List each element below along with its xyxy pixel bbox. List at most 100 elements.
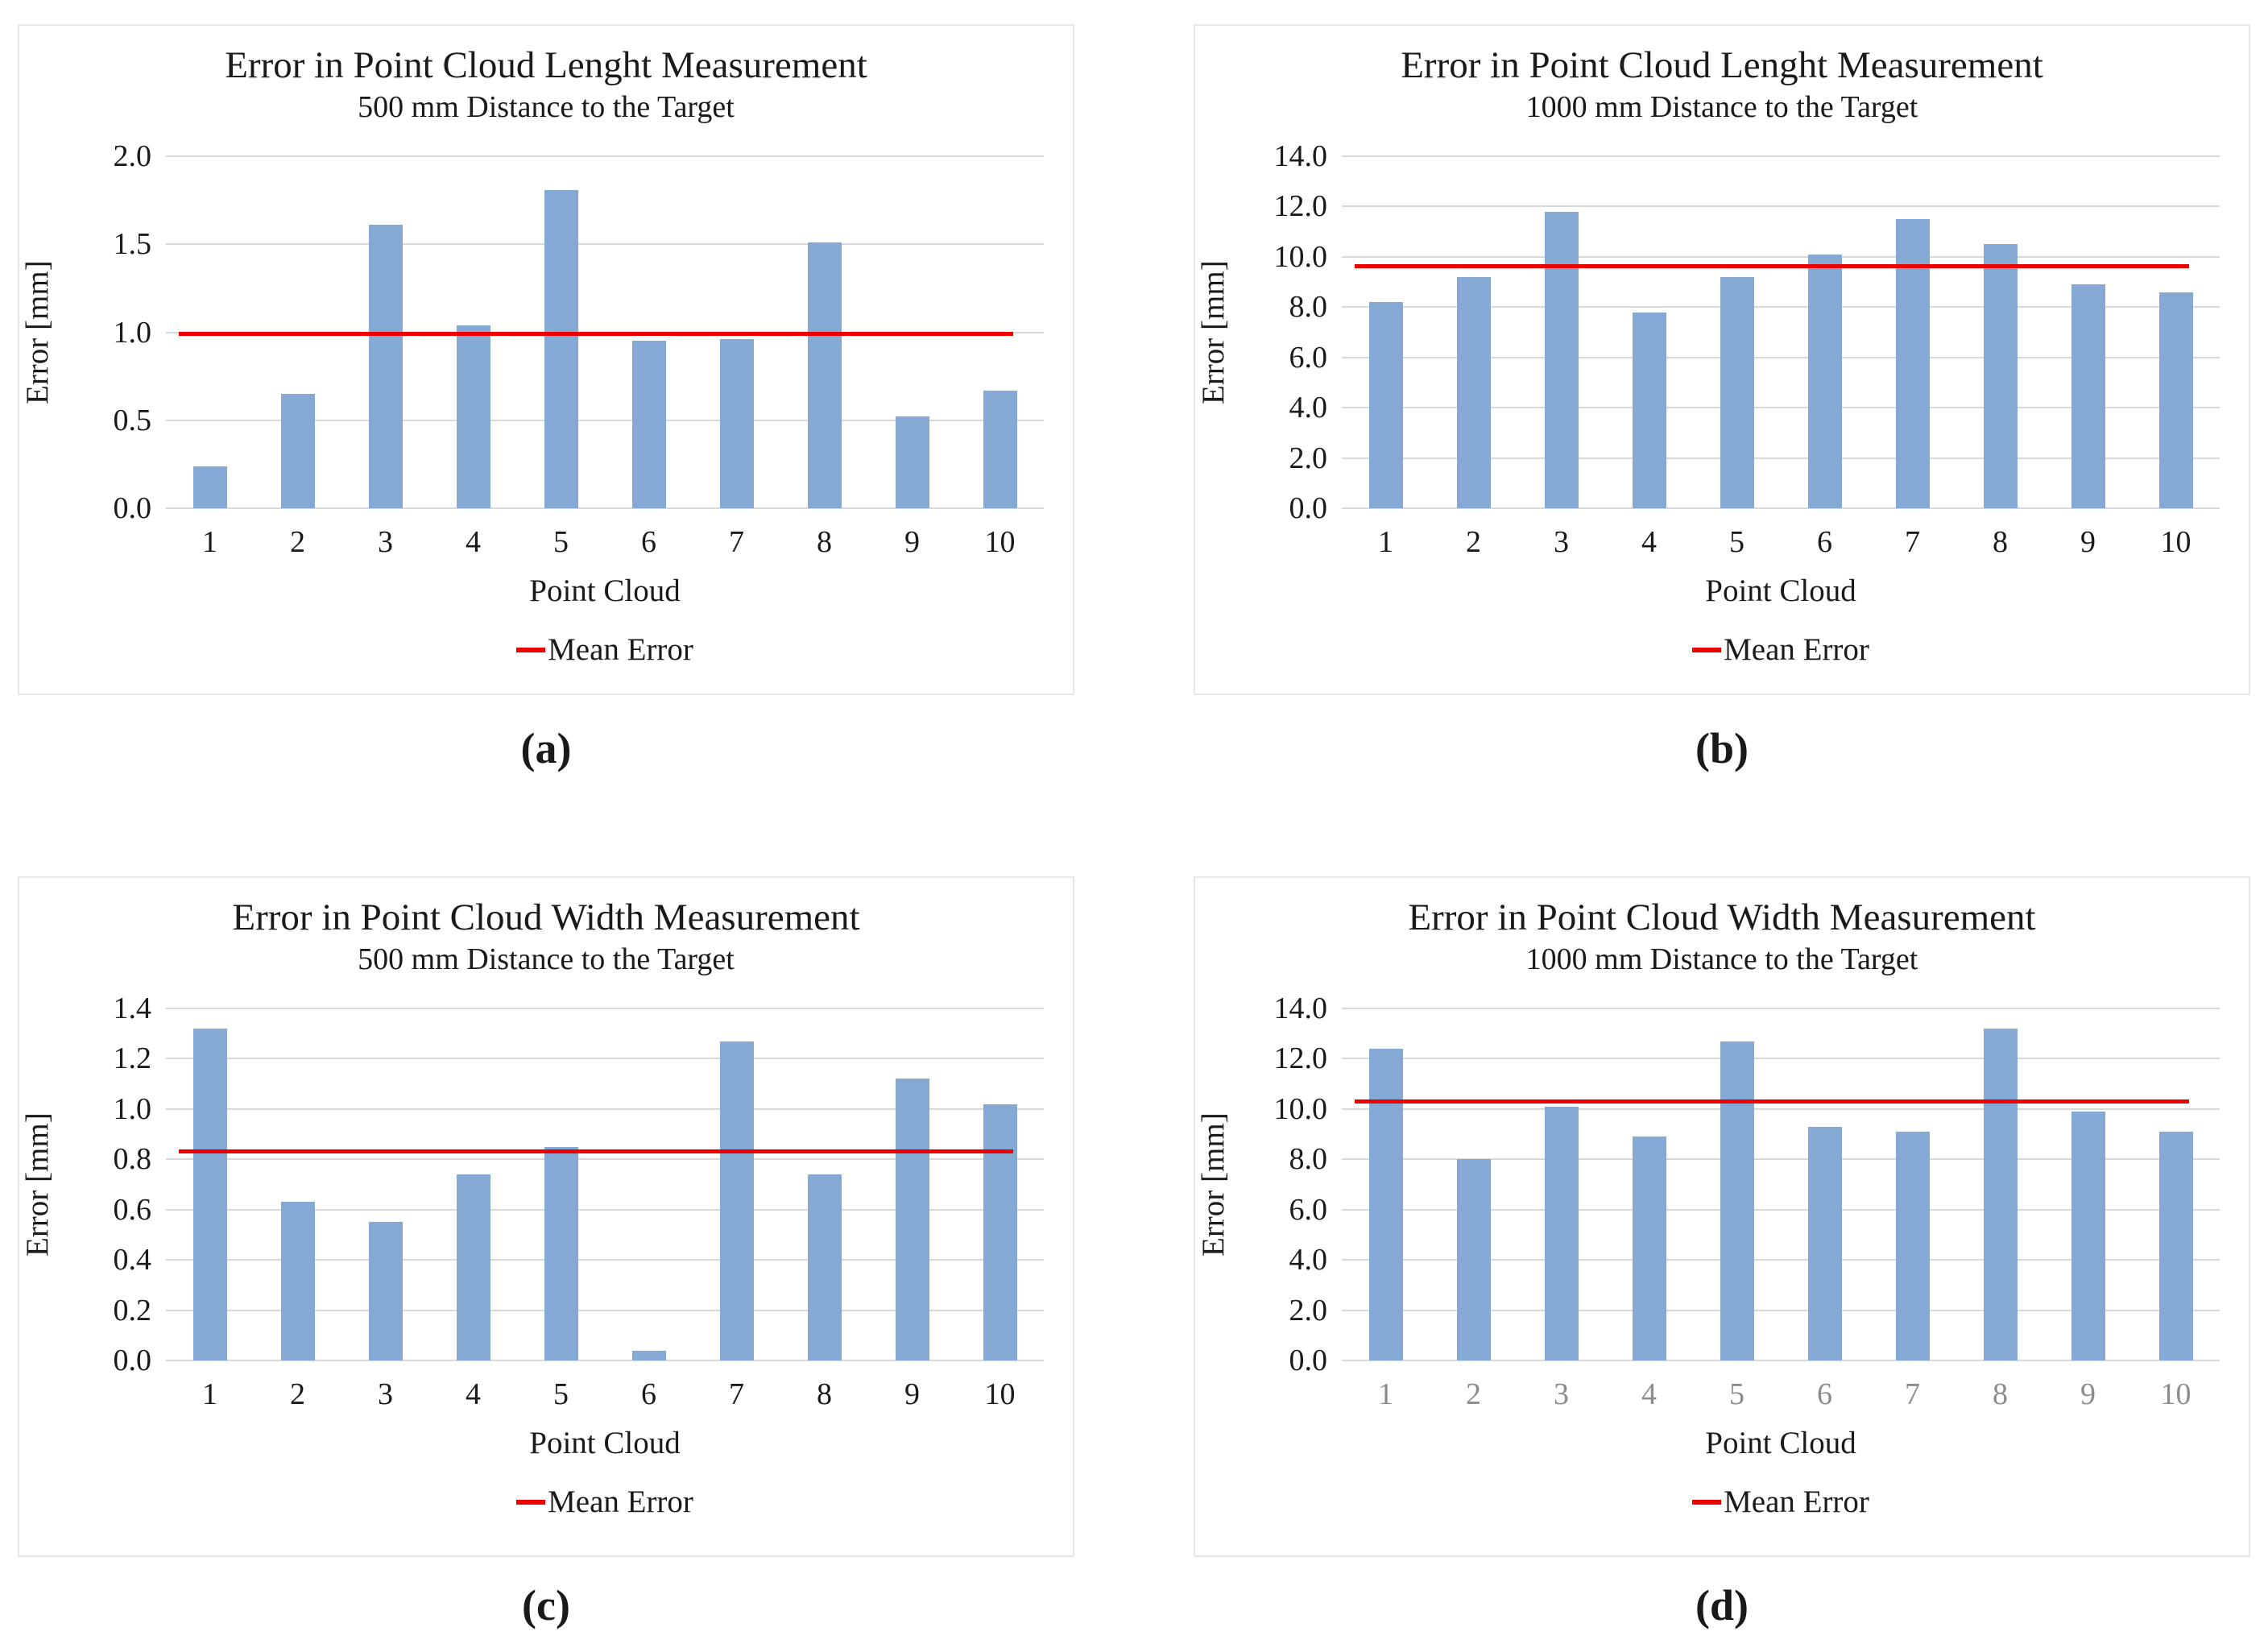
x-tick-label: 3 [378,1377,393,1411]
plot-area [166,1008,1044,1361]
x-tick-label: 6 [641,525,656,559]
x-axis-tick-labels: 1 2 3 4 5 6 7 8 9 10 [166,524,1044,560]
gridline [1342,1108,2220,1110]
bar-point-cloud-8 [1983,244,2018,508]
chart-body: Error [mm] 14.0 12.0 10.0 8.0 6.0 4.0 2.0 0.0 1 2 3… [1195,139,2249,668]
y-tick-label: 14.0 [1273,992,1328,1025]
mean-error-line-swatch [516,1499,546,1505]
legend: Mean Error [166,631,1044,668]
gridline [1342,1058,2220,1060]
x-tick-label: 7 [729,525,744,559]
gridline [1342,255,2220,258]
y-tick-label: 12.0 [1273,189,1328,224]
mean-error-line [1355,264,2189,269]
chart-body: Error [mm] 14.0 12.0 10.0 8.0 6.0 4.0 2.0 0.0 1 2 3… [1195,992,2249,1520]
y-tick-label: 12.0 [1273,1041,1328,1076]
y-axis-title: Error [mm] [20,1112,55,1257]
gridline [1342,457,2220,459]
y-tick-label: 0.8 [113,1142,152,1177]
chart-title: Error in Point Cloud Width Measurement [232,896,860,938]
gridline [1342,1208,2220,1211]
plot-right-padding [1044,156,1073,508]
bar-point-cloud-1 [1368,302,1403,508]
bar-point-cloud-9 [895,1079,929,1360]
x-tick-label: 4 [1641,1377,1657,1411]
gridline [1342,205,2220,208]
bar-point-cloud-10 [983,390,1017,508]
y-tick-label: 0.0 [1289,491,1328,525]
mean-error-line [179,1149,1013,1153]
legend-label: Mean Error [548,1484,693,1519]
y-tick-label: 4.0 [1289,391,1328,425]
x-tick-label: 9 [2080,1377,2096,1411]
gridline [166,419,1044,421]
x-tick-label: 8 [1993,525,2008,559]
y-tick-label: 1.2 [113,1041,152,1076]
x-tick-label: 1 [202,1377,217,1411]
x-tick-label: 4 [1641,525,1657,559]
gridline [1342,1158,2220,1161]
x-tick-label: 5 [553,525,569,559]
bar-point-cloud-7 [719,1041,754,1360]
y-tick-label: 4.0 [1289,1243,1328,1277]
bar-point-cloud-9 [895,416,929,508]
bar-point-cloud-5 [1720,276,1754,508]
bar-point-cloud-6 [1807,254,1842,508]
gridline [166,1309,1044,1311]
y-tick-label: 10.0 [1273,239,1328,274]
x-tick-label: 3 [1554,1377,1569,1411]
bar-point-cloud-3 [1544,211,1579,508]
legend-label: Mean Error [1724,1484,1869,1519]
x-tick-label: 7 [729,1377,744,1411]
bar-point-cloud-4 [456,325,490,508]
y-axis-tick-labels: 14.0 12.0 10.0 8.0 6.0 4.0 2.0 0.0 [1247,139,1342,525]
gridline [166,1058,1044,1060]
x-tick-label: 2 [290,1377,305,1411]
bar-point-cloud-10 [983,1103,1017,1360]
y-axis-title: Error [mm] [1196,1112,1231,1257]
gridline [1342,1008,2220,1009]
x-tick-label: 2 [1466,1377,1481,1411]
x-tick-label: 1 [1378,1377,1393,1411]
gridline [1342,407,2220,409]
bar-point-cloud-2 [1456,276,1491,508]
y-tick-label: 14.0 [1273,139,1328,173]
mean-error-line-swatch [516,647,546,652]
y-axis-title: Error [mm] [1196,260,1231,404]
bar-point-cloud-2 [280,1202,315,1360]
bar-point-cloud-1 [192,466,227,508]
x-tick-label: 6 [1817,1377,1832,1411]
x-tick-label: 8 [1993,1377,2008,1411]
chart-body: Error [mm] 2.0 1.5 1.0 0.5 0.0 1 2 3 4 5 6 7 8 9 10 Poin… [19,139,1073,668]
chart-title: Error in Point Cloud Lenght Measurement [1401,44,2043,86]
chart-panel-c: Error in Point Cloud Width Measurement 50… [18,876,1074,1557]
bar-point-cloud-5 [544,1146,578,1360]
plot-right-padding [2220,156,2249,508]
bar-point-cloud-7 [719,339,754,508]
chart-subtitle: 1000 mm Distance to the Target [1525,942,1918,976]
gridline [166,243,1044,246]
bar-point-cloud-4 [1632,1137,1666,1360]
x-tick-label: 3 [378,525,393,559]
plot-right-padding [2220,1008,2249,1360]
y-tick-label: 6.0 [1289,1192,1328,1227]
y-axis-title: Error [mm] [20,260,55,404]
chart-title: Error in Point Cloud Lenght Measurement [225,44,867,86]
y-tick-label: 2.0 [1289,441,1328,475]
bar-point-cloud-7 [1895,219,1930,508]
x-tick-label: 3 [1554,525,1569,559]
gridline [1342,507,2220,509]
x-tick-label: 9 [904,525,920,559]
gridline [166,155,1044,157]
bar-point-cloud-6 [1807,1126,1842,1360]
plot-area [1342,155,2220,509]
x-tick-label: 6 [641,1377,656,1411]
chart-panel-a: Error in Point Cloud Lenght Measurement 5… [18,24,1074,695]
x-axis-title: Point Cloud [1705,573,1856,608]
y-tick-label: 0.6 [113,1192,152,1227]
y-tick-label: 8.0 [1289,290,1328,325]
y-axis-tick-labels: 1.4 1.2 1.0 0.8 0.6 0.4 0.2 0.0 [71,992,166,1377]
plot-area [1342,1008,2220,1361]
x-tick-label: 8 [817,525,832,559]
subfigure-caption-c: (c) [522,1581,570,1629]
